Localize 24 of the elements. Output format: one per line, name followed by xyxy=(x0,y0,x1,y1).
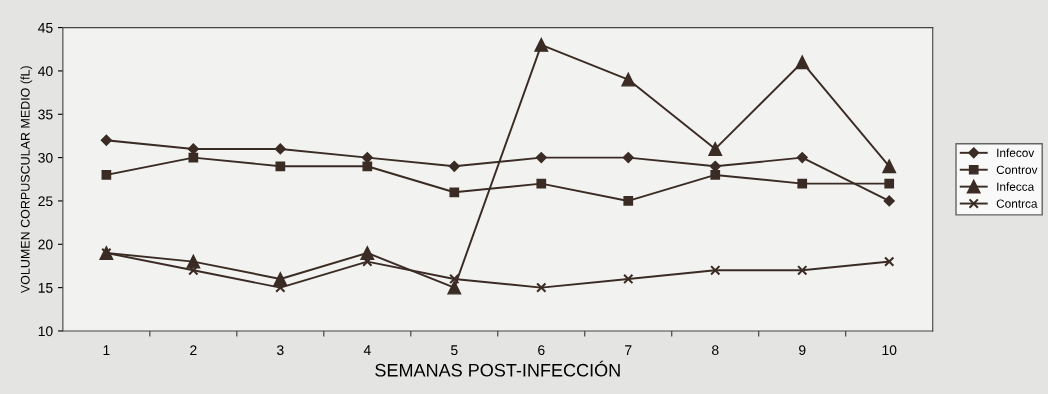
y-tick-label: 30 xyxy=(38,152,53,163)
x-tick-label: 6 xyxy=(538,345,545,356)
legend-label: Infecca xyxy=(997,182,1035,191)
x-tick-label: 8 xyxy=(712,345,719,356)
x-axis-title: SEMANAS POST-INFECCIÓN xyxy=(375,360,620,377)
x-tick-label: 10 xyxy=(882,345,897,356)
x-tick-label: 5 xyxy=(451,345,458,356)
x-tick-label: 3 xyxy=(277,345,284,356)
y-tick-label: 45 xyxy=(38,23,53,33)
y-axis-title: VOLUMEN CORPUSCULAR MEDIO (fL) xyxy=(20,66,33,294)
x-tick-label: 4 xyxy=(363,345,371,355)
y-tick-label: 40 xyxy=(38,66,53,77)
x-tick-label: 7 xyxy=(625,345,632,355)
y-tick-label: 15 xyxy=(38,283,53,293)
x-tick-label: 2 xyxy=(190,345,197,355)
y-tick-label: 10 xyxy=(38,326,53,337)
legend-label: Contrca xyxy=(996,199,1038,208)
x-tick-label: 9 xyxy=(799,345,806,356)
y-tick-label: 25 xyxy=(38,196,53,207)
x-tick-label: 1 xyxy=(103,345,110,355)
y-tick-label: 35 xyxy=(38,109,53,120)
y-tick-label: 20 xyxy=(38,239,53,250)
legend-label: Infecov xyxy=(997,148,1035,158)
legend-label: Controv xyxy=(996,165,1038,174)
